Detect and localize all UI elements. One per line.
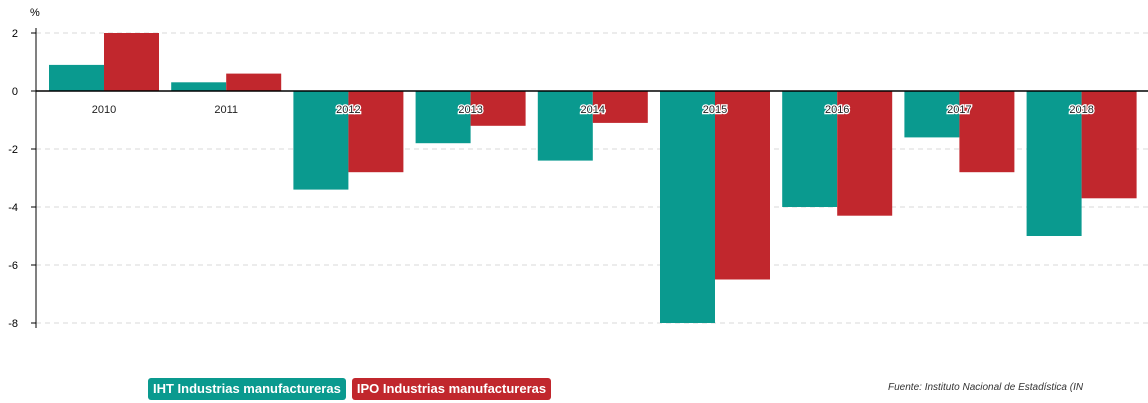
y-tick-label: -6 (8, 260, 18, 272)
axes-group (31, 28, 1148, 328)
x-category-label: 2010 (92, 104, 116, 116)
y-tick-label: -8 (8, 318, 18, 330)
y-tick-label: -2 (8, 144, 18, 156)
bars-group (49, 33, 1137, 323)
bar-ipo-2015 (715, 91, 770, 280)
bar-iht-2013 (415, 91, 471, 144)
bar-ipo-2013 (470, 91, 526, 126)
x-category-label: 2015 (703, 104, 727, 116)
grid-lines (36, 32, 1148, 324)
y-tick-label: 2 (12, 28, 18, 40)
bar-iht-2014 (537, 91, 593, 161)
bar-ipo-2012 (348, 91, 404, 173)
y-tick-label: -4 (8, 202, 18, 214)
bar-ipo-2010 (104, 33, 159, 91)
y-tick-label: 0 (12, 86, 18, 98)
x-category-label: 2012 (336, 104, 360, 116)
bar-iht-2010 (49, 64, 104, 91)
bar-ipo-2016 (837, 91, 893, 216)
x-category-label: 2011 (214, 104, 238, 116)
bar-ipo-2018 (1081, 91, 1137, 199)
bar-iht-2011 (171, 82, 227, 91)
y-axis-unit-label: % (30, 7, 40, 19)
bar-ipo-2017 (959, 91, 1015, 173)
legend-item-ipo[interactable]: IPO Industrias manufactureras (351, 378, 552, 400)
bar-iht-2018 (1026, 91, 1082, 236)
legend: IHT Industrias manufactureras IPO Indust… (148, 378, 552, 400)
x-category-label: 2016 (825, 104, 849, 116)
source-note: Fuente: Instituto Nacional de Estadístic… (888, 382, 1084, 393)
bar-ipo-2011 (226, 73, 282, 91)
bar-iht-2012 (293, 91, 349, 190)
x-category-label: 2013 (458, 104, 482, 116)
bar-iht-2016 (782, 91, 838, 207)
x-category-label: 2014 (581, 104, 605, 116)
x-category-label: 2017 (947, 104, 971, 116)
labels-group: 2 0 -2 -4 -6 -8 2010 2011 2012 2013 2014 2015 2016 20… (8, 28, 1095, 330)
bar-ipo-2014 (592, 91, 648, 123)
bar-iht-2015 (660, 91, 715, 323)
legend-item-iht[interactable]: IHT Industrias manufactureras (148, 378, 346, 400)
x-category-label: 2018 (1069, 104, 1093, 116)
bar-iht-2017 (904, 91, 960, 138)
bar-chart: 2 0 -2 -4 -6 -8 2010 2011 2012 2013 2014 2015 2016 20… (8, 7, 1148, 330)
